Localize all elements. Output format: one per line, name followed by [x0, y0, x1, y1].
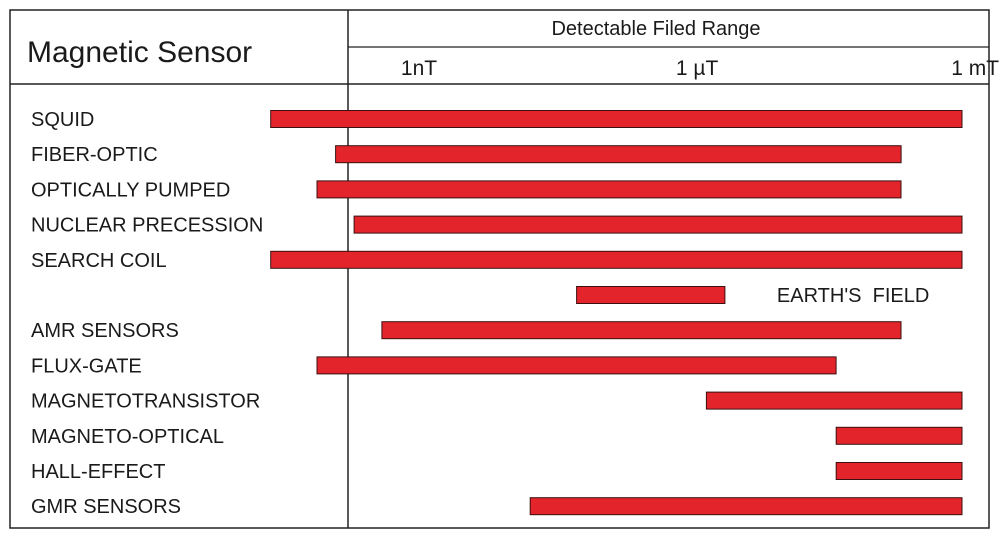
- range-bar: [270, 250, 963, 269]
- range-bar: [353, 215, 963, 234]
- range-bar: [316, 180, 902, 199]
- range-bar: [835, 462, 963, 480]
- range-bar: [270, 110, 963, 128]
- row-label: HALL-EFFECT: [31, 461, 165, 483]
- row-label: FIBER-OPTIC: [31, 144, 158, 166]
- row-label: MAGNETOTRANSISTOR: [31, 391, 260, 413]
- row-label: GMR SENSORS: [31, 496, 181, 518]
- row-label: NUCLEAR PRECESSION: [31, 215, 263, 237]
- sensor-rows: SQUID FIBER-OPTIC OPTICALLY PUMPED NUCLEAR …: [31, 109, 963, 518]
- tick-label: 1 µT: [676, 57, 719, 80]
- row-label: AMR SENSORS: [31, 320, 179, 342]
- row-label: SQUID: [31, 109, 94, 131]
- range-bar: [335, 145, 902, 164]
- range-bar: [316, 356, 837, 375]
- range-bar: [381, 321, 902, 340]
- row-label: SEARCH COIL: [31, 250, 167, 272]
- row-label: MAGNETO-OPTICAL: [31, 426, 224, 448]
- axis-title: Detectable Filed Range: [551, 18, 760, 40]
- row-header: Magnetic Sensor: [27, 36, 252, 69]
- range-bar: [705, 391, 963, 410]
- tick-label: 1nT: [401, 57, 437, 80]
- range-bar: [529, 497, 963, 516]
- row-label: FLUX-GATE: [31, 355, 142, 377]
- chart-frame: [9, 9, 990, 529]
- bar-annotation: EARTH'S FIELD: [777, 285, 929, 307]
- range-bar: [576, 286, 726, 304]
- range-bar: [835, 426, 963, 445]
- tick-label: 1 mT: [951, 57, 999, 80]
- row-label: OPTICALLY PUMPED: [31, 179, 230, 201]
